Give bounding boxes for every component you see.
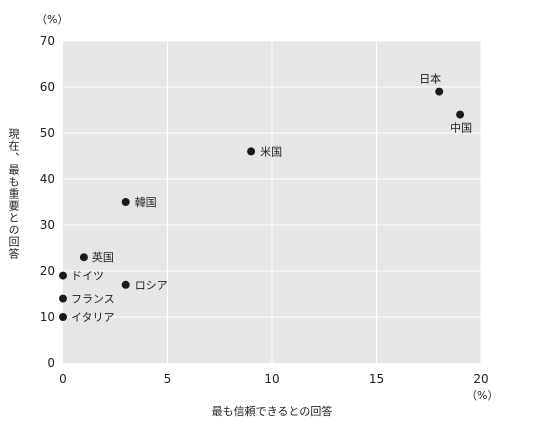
- x-tick-label: 5: [164, 372, 172, 386]
- point-label: 英国: [92, 250, 114, 264]
- data-point: [121, 280, 130, 289]
- point-label: 日本: [419, 72, 441, 86]
- y-tick-label: 40: [40, 172, 55, 186]
- point-label: フランス: [71, 293, 115, 306]
- data-point: [456, 110, 465, 119]
- grid: [63, 40, 482, 363]
- y-tick-label: 10: [40, 310, 55, 324]
- data-point: [59, 271, 67, 280]
- data-point: [79, 253, 88, 262]
- y-tick-label: 30: [40, 218, 55, 232]
- data-point: [121, 198, 130, 206]
- x-axis-title: 最も信頼できるとの回答: [212, 404, 333, 418]
- point-label: ロシア: [135, 279, 168, 292]
- x-tick-labels: 0 5 10 15 20: [59, 372, 488, 386]
- data-point: [59, 294, 67, 303]
- y-unit-label: （%）: [36, 13, 68, 26]
- y-tick-label: 0: [47, 356, 55, 370]
- point-label: 韓国: [135, 196, 157, 209]
- x-tick-label: 0: [59, 372, 67, 386]
- y-tick-label: 50: [40, 126, 55, 140]
- y-tick-label: 20: [40, 264, 55, 278]
- point-label: イタリア: [71, 311, 115, 324]
- y-tick-label: 60: [40, 80, 55, 94]
- x-tick-label: 15: [369, 372, 384, 386]
- point-label: 米国: [260, 145, 282, 158]
- y-axis-title: 現在、最も重要との回答: [7, 128, 20, 260]
- data-point: [435, 87, 444, 96]
- x-unit-label: （%）: [466, 389, 498, 402]
- x-tick-label: 20: [473, 372, 488, 386]
- data-point: [247, 147, 256, 156]
- y-tick-label: 70: [40, 34, 55, 48]
- x-tick-label: 10: [264, 372, 279, 386]
- point-label: 中国: [450, 122, 472, 135]
- data-point: [59, 313, 67, 321]
- y-tick-labels: 0 10 20 30 40 50 60 70: [40, 34, 55, 370]
- point-label: ドイツ: [71, 270, 104, 283]
